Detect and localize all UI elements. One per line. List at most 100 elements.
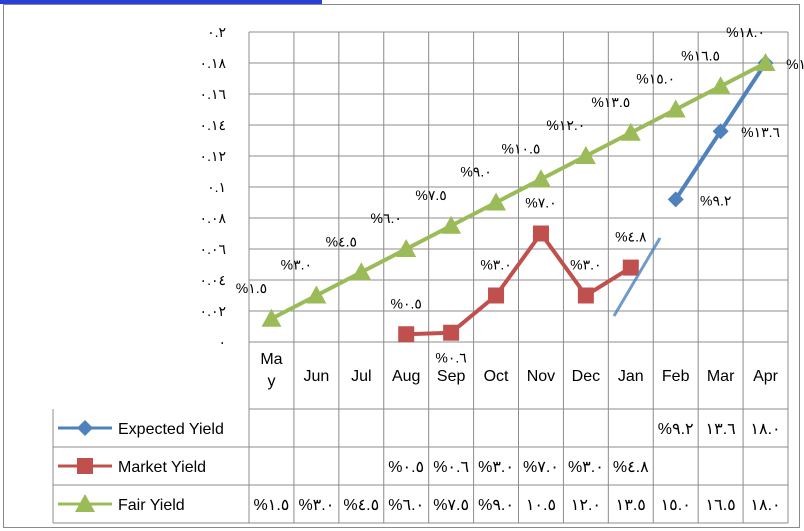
data-label: %١٦.٥ bbox=[681, 47, 720, 63]
data-label: %٧.٥ bbox=[415, 187, 446, 203]
data-label: %١٥.٠ bbox=[636, 71, 675, 87]
y-tick-label: ٠.١٦ bbox=[200, 86, 226, 102]
data-label: %٩.٠ bbox=[460, 164, 491, 180]
y-axis: ٠ ٠.٠٢ ٠.٠٤ ٠.٠٦ ٠.٠٨ ٠.١ ٠.١٢ ٠.١٤ ٠.١٦ ٠.١٨ ٠.٢ bbox=[200, 24, 227, 350]
data-label: %١٣.٥ bbox=[591, 94, 630, 110]
y-tick-label: ٠.١٨ bbox=[200, 55, 227, 71]
data-labels: %٩.٢ %١٣.٦ %١٨.٠ %٠.٥ %٠.٦ %٣.٠ %٧.٠ %٣.٠ %٤.٨ %١… bbox=[236, 24, 804, 366]
y-tick-label: ٠.٠٤ bbox=[200, 272, 226, 288]
data-label: %٩.٢ bbox=[700, 192, 731, 208]
data-point-fair-yield bbox=[620, 122, 641, 141]
data-label: %٣.٠ bbox=[570, 257, 601, 273]
data-label: %٧.٠ bbox=[525, 195, 556, 211]
table-cell: %٣.٠ bbox=[478, 459, 514, 476]
data-label: %١٢.٠ bbox=[546, 117, 585, 133]
data-point-market-yield bbox=[443, 324, 460, 341]
data-point-fair-yield bbox=[755, 53, 776, 71]
data-point-fair-yield bbox=[665, 99, 686, 118]
data-point-fair-yield bbox=[351, 262, 372, 281]
table-cell: %٧.٠ bbox=[523, 459, 559, 476]
x-tick-label: Jul bbox=[351, 368, 371, 385]
table-cell: %٠.٥ bbox=[388, 459, 424, 476]
data-point-expected-yield bbox=[712, 123, 729, 140]
table-cell: ١٥.٠ bbox=[661, 497, 691, 514]
data-point-fair-yield bbox=[710, 76, 731, 95]
data-point-market-yield bbox=[488, 287, 505, 304]
data-label: %٣.٠ bbox=[480, 257, 511, 273]
x-tick-label: Feb bbox=[662, 368, 690, 385]
x-tick-label: Aug bbox=[392, 368, 420, 385]
data-point-fair-yield bbox=[396, 239, 417, 257]
data-point-market-yield bbox=[532, 225, 549, 242]
table-cell: ١٣.٦ bbox=[706, 421, 736, 438]
x-tick-label: Dec bbox=[572, 368, 600, 385]
data-point-fair-yield bbox=[441, 215, 462, 234]
y-tick-label: ٠.٠٨ bbox=[200, 210, 227, 226]
data-label: %١٨.٠ bbox=[786, 56, 804, 72]
legend-series-name: Market Yield bbox=[118, 459, 206, 476]
x-tick-label: Jan bbox=[618, 368, 644, 385]
data-label: %١.٥ bbox=[236, 280, 267, 296]
data-point-expected-yield bbox=[667, 191, 684, 208]
data-label: %١٣.٦ bbox=[741, 124, 780, 140]
data-point-market-yield bbox=[398, 326, 415, 343]
x-tick-label: Ma y bbox=[260, 351, 282, 390]
data-label: %١٠.٥ bbox=[502, 140, 541, 156]
table-cell: ١٨.٠ bbox=[750, 497, 780, 514]
data-label: %٤.٨ bbox=[615, 229, 647, 245]
chart-frame bbox=[3, 4, 800, 528]
selection-stroke bbox=[612, 237, 662, 317]
table-cell: ١٢.٠ bbox=[571, 497, 601, 514]
plot-grid bbox=[248, 31, 789, 523]
series-layer bbox=[261, 53, 776, 343]
hyperlink-underline[interactable] bbox=[0, 0, 322, 4]
y-tick-label: ٠ bbox=[218, 334, 226, 350]
data-label: %٤.٥ bbox=[326, 233, 357, 249]
legend-series-name: Fair Yield bbox=[118, 497, 185, 514]
legend-key-marker bbox=[77, 420, 93, 436]
table-cell: %٦.٠ bbox=[388, 497, 424, 514]
table-cell: ١٨.٠ bbox=[750, 421, 780, 438]
data-point-market-yield bbox=[622, 259, 639, 276]
y-tick-label: ٠.١٢ bbox=[200, 148, 226, 164]
table-cell: %٩.٠ bbox=[478, 497, 514, 514]
y-tick-label: ٠.٢ bbox=[207, 24, 226, 40]
table-cell: %٧.٥ bbox=[433, 497, 469, 514]
data-label: %٣.٠ bbox=[281, 257, 312, 273]
x-tick-label: Apr bbox=[753, 368, 779, 385]
table-cell: %٠.٦ bbox=[433, 459, 469, 476]
x-tick-label: Sep bbox=[437, 368, 466, 385]
y-tick-label: ٠.٠٦ bbox=[200, 241, 226, 257]
y-tick-label: ٠.٠٢ bbox=[200, 303, 226, 319]
y-tick-label: ٠.١ bbox=[207, 179, 226, 195]
data-point-fair-yield bbox=[306, 285, 327, 304]
x-tick-label: Mar bbox=[707, 368, 735, 385]
table-cell: %٣.٠ bbox=[568, 459, 604, 476]
data-point-fair-yield bbox=[530, 169, 551, 188]
data-point-fair-yield bbox=[261, 308, 282, 327]
table-cell: %٩.٢ bbox=[658, 421, 694, 438]
data-label: %٦.٠ bbox=[371, 210, 402, 226]
table-cell: ١٣.٥ bbox=[616, 497, 646, 514]
table-cell: ١٠.٥ bbox=[526, 497, 556, 514]
data-label: %١٨.٠ bbox=[726, 24, 765, 40]
x-tick-label: Nov bbox=[527, 368, 555, 385]
table-cell: %٤.٨ bbox=[613, 459, 649, 476]
legend-key-marker bbox=[77, 458, 93, 474]
table-cell: %١.٥ bbox=[254, 497, 290, 514]
table-cell: %٣.٠ bbox=[298, 497, 334, 514]
data-table: Ma y Jun Jul Aug Sep Oct Nov Dec Jan Feb Mar Apr Expe… bbox=[52, 341, 788, 524]
data-point-fair-yield bbox=[486, 192, 507, 211]
table-cell: %٤.٥ bbox=[343, 497, 379, 514]
data-point-market-yield bbox=[577, 287, 594, 304]
x-tick-label: Jun bbox=[303, 368, 329, 385]
data-label: %٠.٥ bbox=[391, 295, 422, 311]
x-tick-label: Oct bbox=[484, 368, 509, 385]
legend-series-name: Expected Yield bbox=[118, 421, 224, 438]
table-cell: ١٦.٥ bbox=[706, 497, 736, 514]
y-tick-label: ٠.١٤ bbox=[200, 117, 226, 133]
data-label: %٠.٦ bbox=[435, 350, 466, 366]
legend-key-marker bbox=[75, 494, 95, 512]
data-point-fair-yield bbox=[575, 146, 596, 164]
